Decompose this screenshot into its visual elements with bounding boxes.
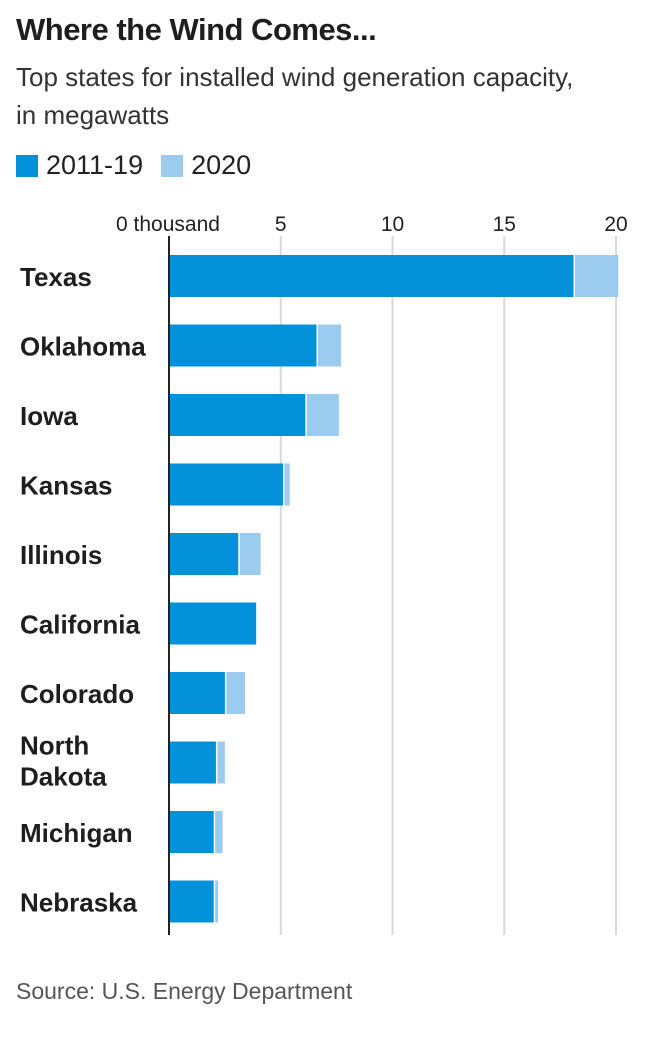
- category-label-colorado: Colorado: [20, 679, 134, 709]
- bar-north-dakota-2011-19: [169, 741, 216, 784]
- category-label-texas: Texas: [20, 262, 92, 292]
- bar-illinois-2020: [239, 533, 261, 575]
- legend-swatch-2011-19: [16, 154, 38, 177]
- bar-oklahoma-2020: [318, 324, 342, 367]
- legend: 2011-19 2020: [16, 150, 269, 181]
- bar-north-dakota-2020: [217, 741, 225, 784]
- legend-label-2011-19: 2011-19: [46, 150, 144, 180]
- x-tick-label-5: 5: [275, 213, 287, 236]
- bar-chart: 0 thousand 5 10 15 20 Texas Oklahoma Iowa Kansas…: [20, 213, 628, 935]
- source-note: Source: U.S. Energy Department: [16, 978, 353, 1004]
- legend-swatch-2020: [161, 154, 184, 177]
- chart-title: Where the Wind Comes...: [16, 12, 377, 47]
- category-label-nebraska: Nebraska: [20, 888, 138, 918]
- category-label-north-dakota: North Dakota: [20, 731, 107, 792]
- category-label-california: California: [20, 610, 140, 640]
- legend-item-2020: 2020: [161, 150, 251, 181]
- bar-kansas-2011-19: [169, 463, 283, 506]
- x-tick-label-10: 10: [381, 213, 404, 236]
- bar-iowa-2011-19: [169, 394, 306, 436]
- bar-michigan-2011-19: [169, 811, 214, 853]
- bar-oklahoma-2011-19: [169, 324, 317, 367]
- bar-iowa-2020: [306, 394, 339, 436]
- legend-label-2020: 2020: [191, 150, 252, 180]
- category-label-iowa: Iowa: [20, 401, 78, 431]
- bar-colorado-2020: [226, 672, 245, 714]
- bar-california-2011-19: [169, 602, 257, 645]
- bar-illinois-2011-19: [169, 533, 239, 575]
- bar-texas-2020: [575, 255, 619, 297]
- x-tick-label-20: 20: [604, 213, 627, 236]
- x-tick-label-15: 15: [493, 213, 516, 236]
- category-label-oklahoma: Oklahoma: [20, 332, 146, 362]
- bar-texas-2011-19: [169, 255, 574, 297]
- x-tick-label-0: 0 thousand: [116, 213, 220, 236]
- bar-nebraska-2020: [215, 880, 219, 923]
- category-label-kansas: Kansas: [20, 471, 113, 501]
- category-label-michigan: Michigan: [20, 818, 133, 848]
- bar-nebraska-2011-19: [169, 880, 214, 923]
- bar-colorado-2011-19: [169, 672, 225, 714]
- legend-item-2011-19: 2011-19: [16, 150, 143, 181]
- bar-kansas-2020: [284, 463, 290, 506]
- category-label-illinois: Illinois: [20, 540, 102, 570]
- chart-subtitle: Top states for installed wind generation…: [16, 62, 574, 130]
- bar-michigan-2020: [215, 811, 223, 853]
